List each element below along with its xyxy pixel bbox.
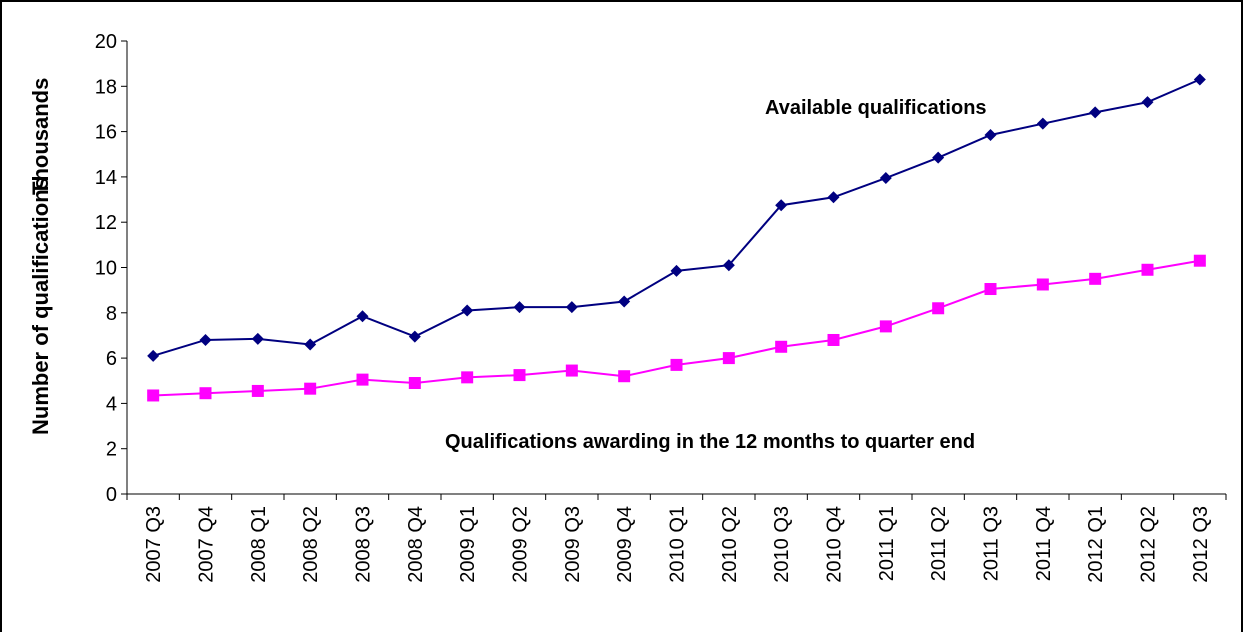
y-tick-label: 2 (106, 439, 117, 461)
marker (932, 151, 945, 164)
marker (147, 349, 160, 362)
marker (1036, 278, 1049, 291)
annotation: Qualifications awarding in the 12 months… (445, 431, 975, 453)
marker (408, 330, 421, 343)
marker (461, 371, 474, 384)
y-tick-label: 0 (106, 484, 117, 506)
marker (1141, 96, 1154, 109)
marker (670, 264, 683, 277)
marker (147, 389, 160, 402)
marker (984, 283, 997, 296)
marker (618, 295, 631, 308)
x-tick-label: 2008 Q1 (248, 506, 270, 583)
x-tick-label: 2007 Q3 (143, 506, 165, 583)
x-tick-label: 2010 Q3 (771, 506, 793, 583)
x-tick-label: 2008 Q2 (300, 506, 322, 583)
x-tick-label: 2009 Q2 (510, 506, 532, 583)
x-tick-label: 2012 Q1 (1085, 506, 1107, 583)
x-tick-label: 2008 Q3 (353, 506, 375, 583)
x-tick-label: 2009 Q1 (457, 506, 479, 583)
marker (1089, 272, 1102, 285)
annotation: Available qualifications (765, 97, 987, 119)
x-tick-label: 2011 Q4 (1033, 506, 1055, 581)
marker (304, 338, 317, 351)
y-tick-label: 14 (95, 167, 117, 189)
x-tick-label: 2012 Q3 (1190, 506, 1212, 583)
marker (984, 128, 997, 141)
marker (618, 370, 631, 383)
y-axis-title: Number of qualifications (28, 177, 53, 435)
marker (775, 199, 788, 212)
marker (722, 259, 735, 272)
marker (775, 340, 788, 353)
marker (827, 333, 840, 346)
marker (356, 373, 369, 386)
marker (251, 332, 264, 345)
marker (408, 377, 421, 390)
marker (304, 382, 317, 395)
x-tick-label: 2009 Q4 (614, 506, 636, 583)
x-tick-label: 2012 Q2 (1138, 506, 1160, 583)
marker (1141, 263, 1154, 276)
x-tick-label: 2010 Q1 (667, 506, 689, 583)
marker (461, 304, 474, 317)
marker (722, 352, 735, 365)
y-tick-label: 10 (95, 258, 117, 280)
marker (199, 333, 212, 346)
x-tick-label: 2010 Q2 (719, 506, 741, 583)
marker (1193, 73, 1206, 86)
x-tick-label: 2008 Q4 (405, 506, 427, 583)
marker (827, 191, 840, 204)
y-tick-label: 12 (95, 212, 117, 234)
marker (251, 384, 264, 397)
marker (879, 320, 892, 333)
y-tick-label: 6 (106, 348, 117, 370)
marker (1036, 117, 1049, 130)
marker (565, 364, 578, 377)
y-tick-label: 8 (106, 303, 117, 325)
marker (932, 302, 945, 315)
marker (199, 387, 212, 400)
marker (513, 301, 526, 314)
y-tick-label: 4 (106, 393, 117, 415)
marker (513, 369, 526, 382)
marker (1089, 106, 1102, 119)
marker (879, 172, 892, 185)
x-tick-label: 2011 Q2 (928, 506, 950, 581)
x-tick-label: 2010 Q4 (824, 506, 846, 583)
marker (356, 310, 369, 323)
y-tick-label: 20 (95, 31, 117, 53)
y-axis-unit: Thousands (28, 78, 53, 195)
marker (565, 301, 578, 314)
x-tick-label: 2011 Q3 (981, 506, 1003, 581)
x-tick-label: 2007 Q4 (196, 506, 218, 583)
marker (1193, 254, 1206, 267)
y-tick-label: 18 (95, 76, 117, 98)
x-tick-label: 2011 Q1 (876, 506, 898, 581)
y-tick-label: 16 (95, 122, 117, 144)
x-tick-label: 2009 Q3 (562, 506, 584, 583)
marker (670, 358, 683, 371)
